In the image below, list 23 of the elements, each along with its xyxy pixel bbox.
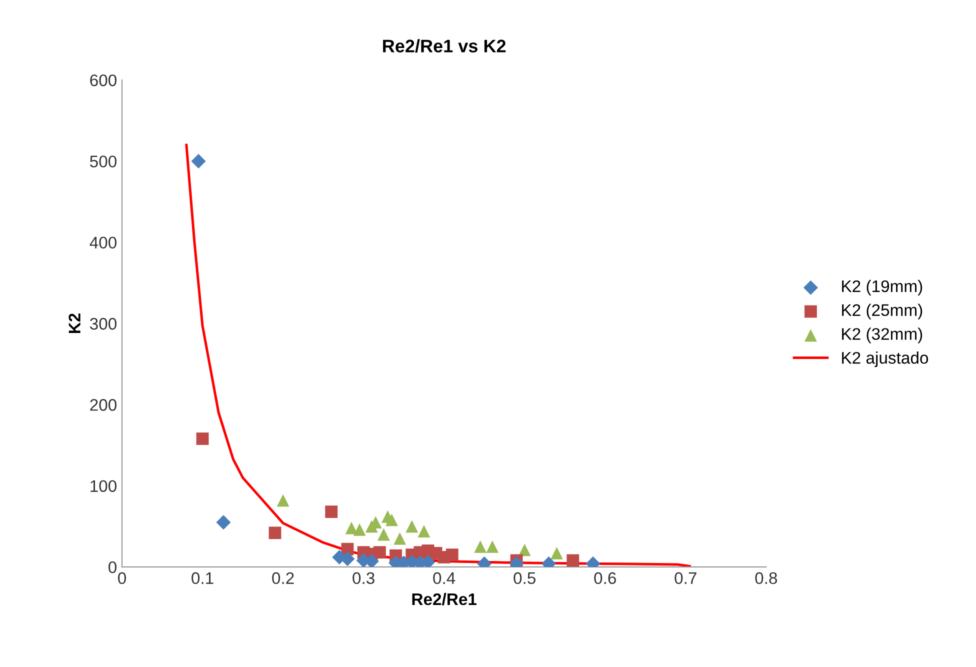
legend-label: K2 (25mm) (842, 304, 922, 320)
x-tick-label: 0.5 (514, 572, 536, 584)
x-tick-label: 0.7 (674, 572, 696, 584)
legend-label: K2 (19mm) (842, 280, 922, 296)
y-tick-label: 200 (90, 399, 116, 411)
x-tick-label: 0 (118, 572, 126, 584)
y-tick-label: 100 (90, 480, 116, 492)
x-tick-label: 0.8 (755, 572, 778, 584)
x-tick-label: 0.3 (352, 572, 374, 584)
legend-label: K2 (32mm) (842, 328, 922, 344)
x-tick-label: 0.1 (192, 572, 214, 584)
y-axis-title: K2 (68, 314, 80, 334)
y-tick-label: 0 (108, 561, 116, 574)
x-tick-label: 0.2 (272, 572, 294, 584)
y-tick-label: 500 (90, 156, 116, 168)
x-tick-label: 0.6 (594, 572, 616, 584)
y-tick-label: 600 (90, 74, 116, 86)
x-axis-title: Re2/Re1 (412, 592, 477, 606)
y-tick-label: 300 (90, 318, 116, 330)
legend-label: K2 ajustado (842, 352, 928, 368)
chart-title: Re2/Re1 vs K2 (383, 39, 506, 53)
y-tick-label: 400 (90, 236, 116, 249)
x-tick-label: 0.4 (433, 572, 456, 584)
